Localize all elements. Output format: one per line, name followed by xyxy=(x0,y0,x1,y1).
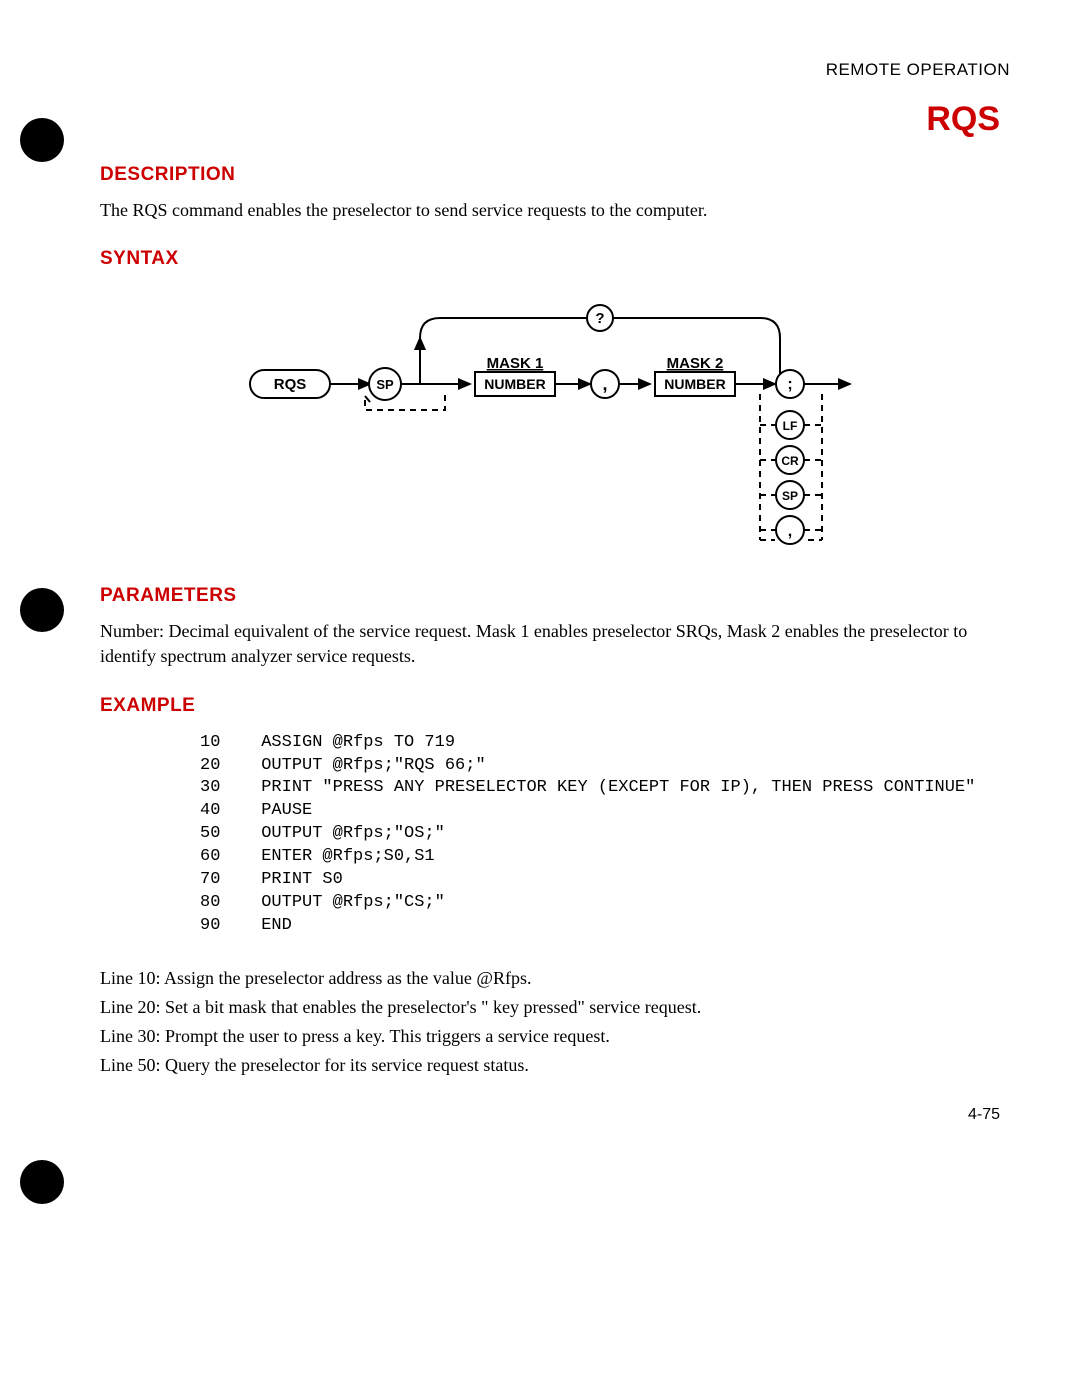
line-description: Line 50: Query the preselector for its s… xyxy=(100,1055,1010,1076)
syntax-diagram: ? RQS SP MASK 1 NUMBER , MASK 2 NUMBER ;… xyxy=(70,290,1010,555)
parameters-text: Number: Decimal equivalent of the servic… xyxy=(100,619,1000,669)
heading-example: EXAMPLE xyxy=(100,695,1010,717)
diagram-semicolon: ; xyxy=(787,376,792,393)
line-description: Line 30: Prompt the user to press a key.… xyxy=(100,1026,1010,1047)
page-bullet-1 xyxy=(20,118,64,162)
diagram-term-lf: LF xyxy=(783,419,798,433)
line-description: Line 10: Assign the preselector address … xyxy=(100,968,1010,989)
example-code: 10 ASSIGN @Rfps TO 719 20 OUTPUT @Rfps;"… xyxy=(200,732,1010,938)
diagram-question: ? xyxy=(595,310,604,327)
diagram-mask2-box: NUMBER xyxy=(664,376,725,392)
diagram-mask2-label: MASK 2 xyxy=(667,355,724,372)
diagram-rqs: RQS xyxy=(274,376,307,393)
diagram-mask1-label: MASK 1 xyxy=(487,355,544,372)
description-text: The RQS command enables the preselector … xyxy=(100,198,1000,223)
heading-description: DESCRIPTION xyxy=(100,164,1010,186)
diagram-comma: , xyxy=(602,374,607,394)
diagram-term-cr: CR xyxy=(781,454,799,468)
diagram-mask1-box: NUMBER xyxy=(484,376,545,392)
page-bullet-2 xyxy=(20,588,64,632)
diagram-term-sp: SP xyxy=(782,489,798,503)
header-section: REMOTE OPERATION xyxy=(70,60,1010,80)
diagram-term-comma: , xyxy=(788,523,792,540)
page-bullet-3 xyxy=(20,1160,64,1204)
line-description: Line 20: Set a bit mask that enables the… xyxy=(100,997,1010,1018)
page-number: 4-75 xyxy=(70,1106,1000,1124)
heading-syntax: SYNTAX xyxy=(100,248,1010,270)
page-title: RQS xyxy=(70,100,1000,139)
heading-parameters: PARAMETERS xyxy=(100,585,1010,607)
diagram-sp: SP xyxy=(376,377,394,392)
